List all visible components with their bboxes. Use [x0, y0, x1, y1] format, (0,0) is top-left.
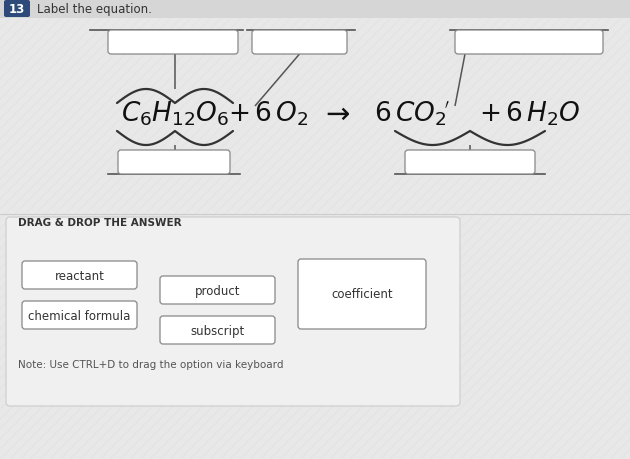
- FancyBboxPatch shape: [4, 1, 30, 18]
- FancyBboxPatch shape: [160, 316, 275, 344]
- FancyBboxPatch shape: [298, 259, 426, 329]
- Text: subscript: subscript: [190, 324, 244, 337]
- Text: $C_6H_{12}O_6$: $C_6H_{12}O_6$: [121, 100, 229, 128]
- FancyBboxPatch shape: [108, 31, 238, 55]
- Text: DRAG & DROP THE ANSWER: DRAG & DROP THE ANSWER: [18, 218, 181, 228]
- FancyBboxPatch shape: [118, 151, 230, 174]
- Text: Label the equation.: Label the equation.: [37, 3, 152, 16]
- Text: product: product: [195, 284, 240, 297]
- FancyBboxPatch shape: [405, 151, 535, 174]
- FancyBboxPatch shape: [252, 31, 347, 55]
- Text: $'$: $'$: [444, 100, 450, 118]
- Text: chemical formula: chemical formula: [28, 309, 130, 322]
- Text: $\rightarrow$: $\rightarrow$: [319, 100, 350, 128]
- FancyBboxPatch shape: [22, 302, 137, 329]
- FancyBboxPatch shape: [160, 276, 275, 304]
- Text: $+\,6\,O_2$: $+\,6\,O_2$: [228, 100, 308, 128]
- FancyBboxPatch shape: [6, 218, 460, 406]
- Text: Note: Use CTRL+D to drag the option via keyboard: Note: Use CTRL+D to drag the option via …: [18, 359, 284, 369]
- FancyBboxPatch shape: [0, 0, 630, 19]
- Text: 13: 13: [9, 3, 25, 16]
- Text: coefficient: coefficient: [331, 288, 393, 301]
- Text: $6\,CO_2$: $6\,CO_2$: [374, 100, 446, 128]
- FancyBboxPatch shape: [22, 262, 137, 289]
- FancyBboxPatch shape: [455, 31, 603, 55]
- Text: reactant: reactant: [55, 269, 105, 282]
- Text: $+\,6\,H_2O$: $+\,6\,H_2O$: [479, 100, 581, 128]
